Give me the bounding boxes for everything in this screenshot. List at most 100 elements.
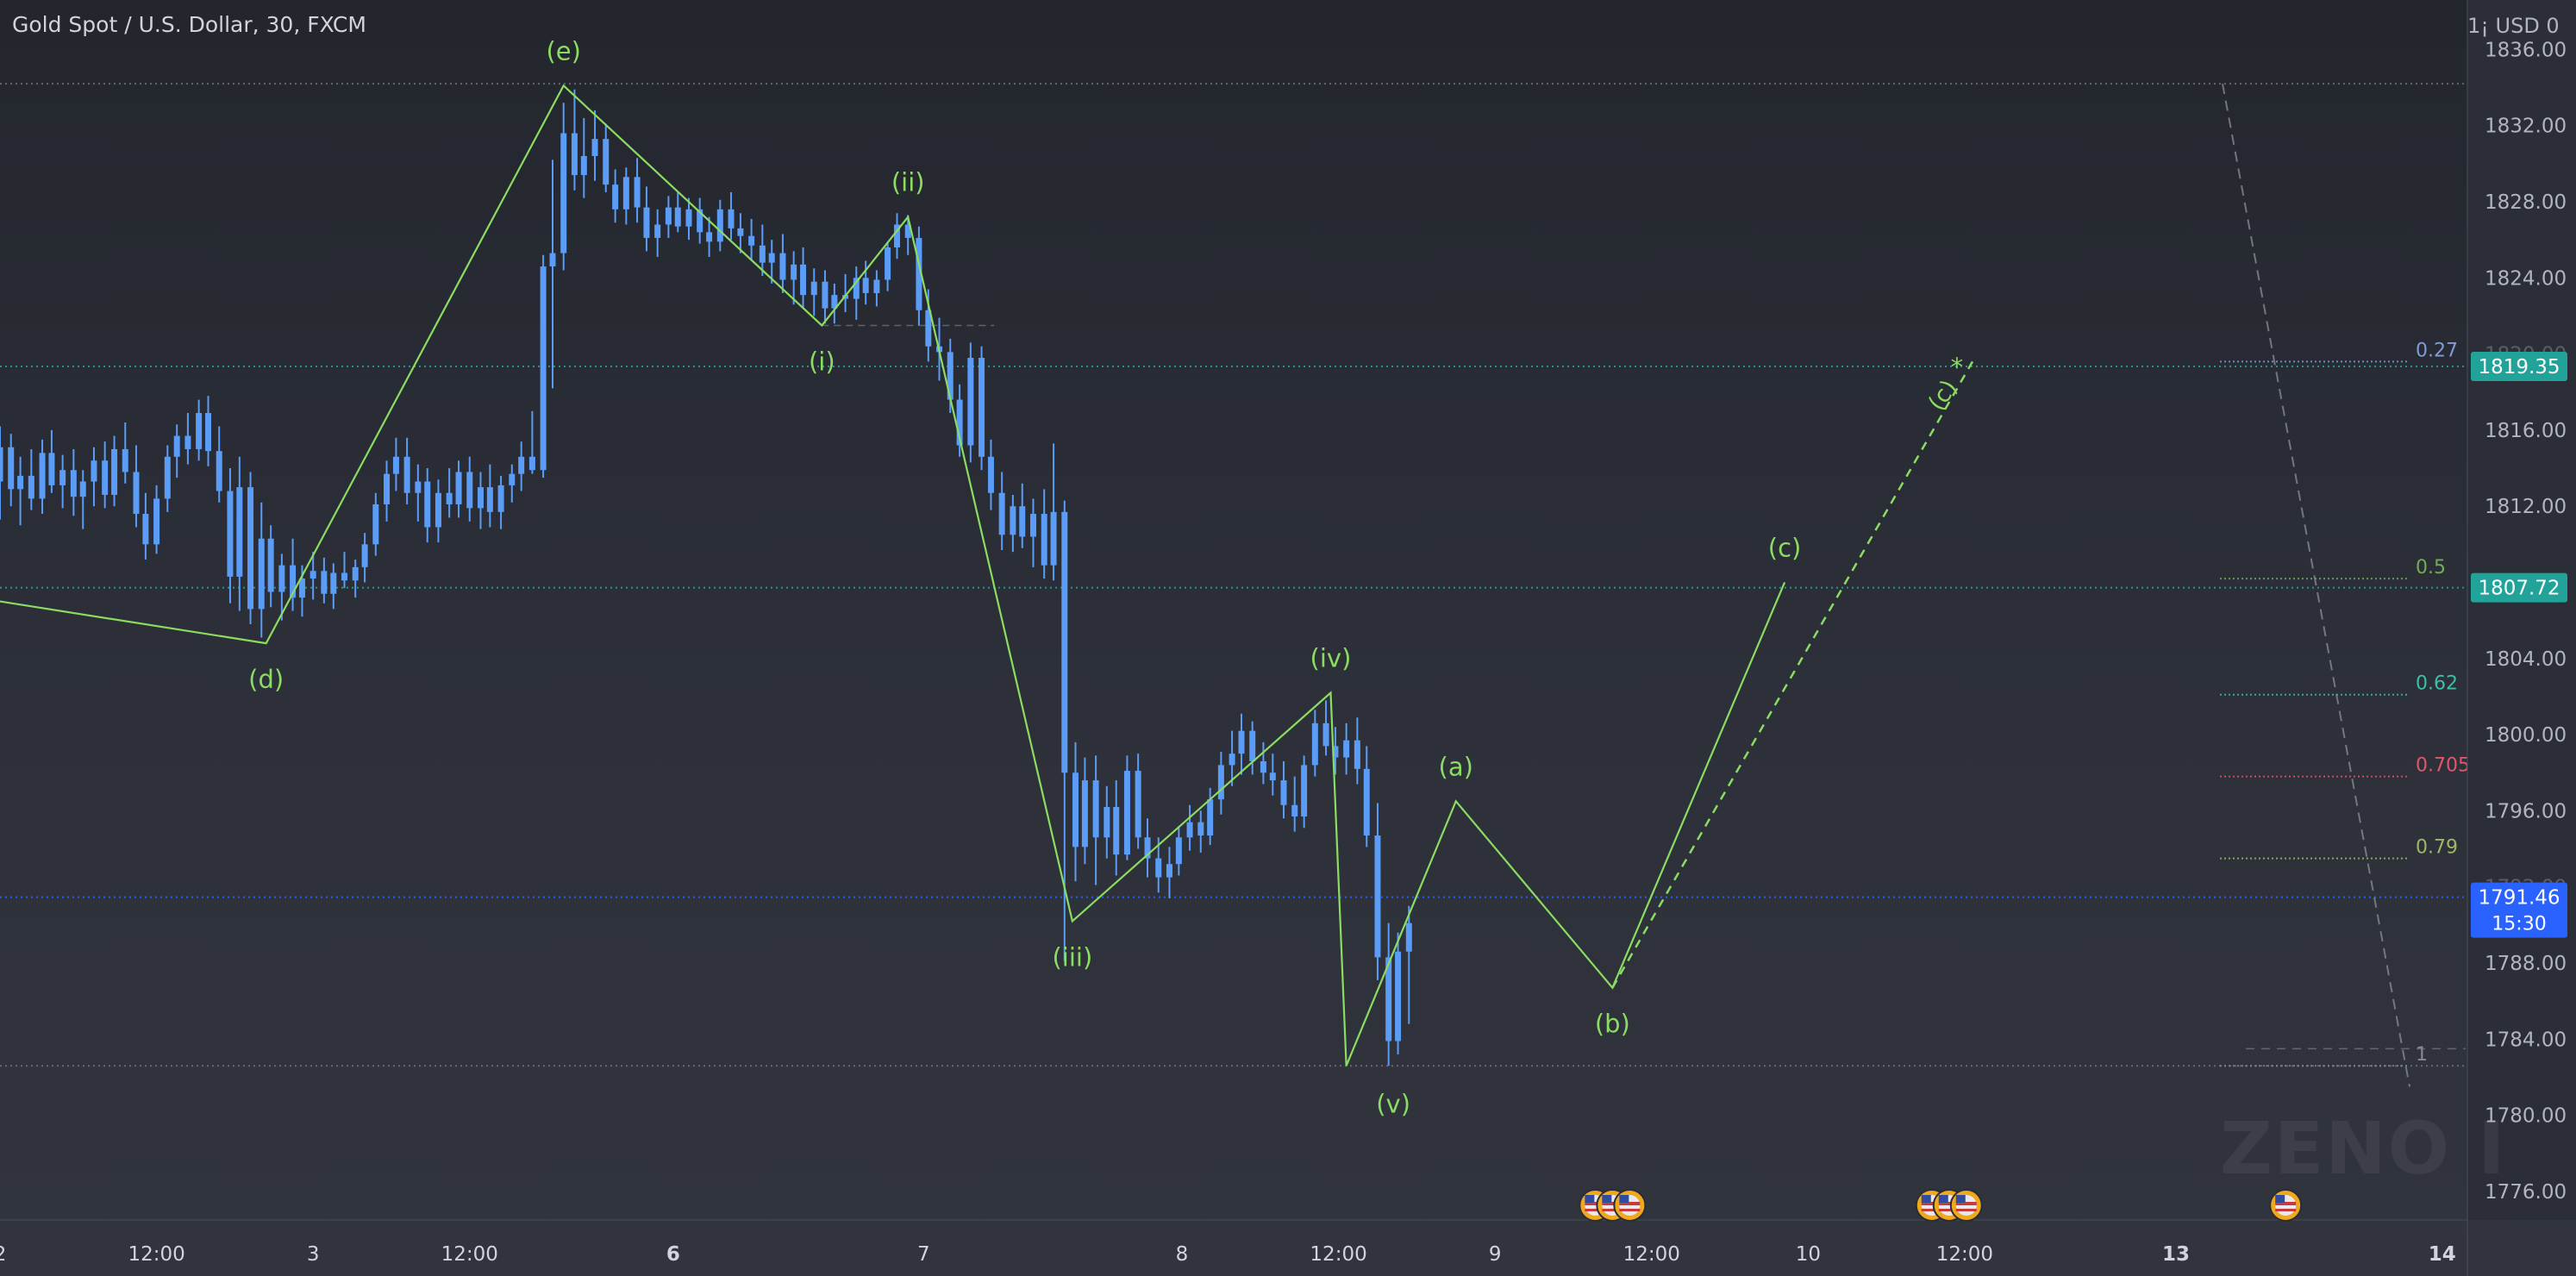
candle-body[interactable]: [164, 456, 171, 499]
candle-body[interactable]: [91, 460, 97, 482]
candle-body[interactable]: [1249, 730, 1256, 761]
projection-line[interactable]: [1611, 360, 1974, 989]
candle-body[interactable]: [424, 481, 431, 528]
candle-body[interactable]: [1322, 722, 1329, 747]
fib-trend-line[interactable]: [2222, 83, 2410, 1087]
candle-body[interactable]: [654, 224, 661, 238]
candle-body[interactable]: [987, 456, 994, 493]
candle-body[interactable]: [1081, 780, 1088, 848]
candle-body[interactable]: [665, 207, 672, 225]
candle-body[interactable]: [591, 139, 598, 157]
candle-body[interactable]: [622, 177, 629, 210]
candle-body[interactable]: [759, 245, 766, 263]
candle-body[interactable]: [1041, 514, 1047, 566]
candle-body[interactable]: [330, 572, 337, 594]
price-tag[interactable]: [2471, 882, 2567, 938]
candle-body[interactable]: [1269, 772, 1276, 781]
candle-body[interactable]: [290, 565, 297, 598]
candle-body[interactable]: [446, 492, 453, 504]
candle-body[interactable]: [634, 177, 641, 208]
candle-body[interactable]: [674, 207, 681, 227]
candle-body[interactable]: [831, 295, 838, 309]
candle-body[interactable]: [748, 235, 755, 246]
candle-body[interactable]: [102, 460, 109, 495]
candle-body[interactable]: [278, 565, 285, 592]
candle-body[interactable]: [1217, 765, 1224, 800]
candle-body[interactable]: [643, 207, 650, 238]
candle-body[interactable]: [1123, 771, 1130, 855]
candle-body[interactable]: [1311, 722, 1318, 766]
candle-body[interactable]: [1072, 772, 1079, 848]
candle-body[interactable]: [28, 475, 34, 499]
candle-body[interactable]: [455, 472, 462, 504]
candle-body[interactable]: [737, 228, 744, 236]
candle-body[interactable]: [0, 447, 3, 482]
candle-body[interactable]: [560, 133, 567, 253]
price-tag[interactable]: [2471, 351, 2567, 381]
candle-body[interactable]: [415, 481, 422, 493]
candle-body[interactable]: [956, 399, 963, 446]
candle-body[interactable]: [1186, 822, 1193, 838]
candle-body[interactable]: [1280, 780, 1287, 805]
candle-body[interactable]: [1010, 506, 1016, 535]
candle-body[interactable]: [477, 487, 484, 509]
candle-body[interactable]: [384, 473, 391, 504]
candle-body[interactable]: [392, 456, 399, 474]
candle-body[interactable]: [580, 156, 587, 176]
candle-body[interactable]: [1291, 804, 1298, 817]
candle-body[interactable]: [925, 310, 932, 347]
candle-body[interactable]: [1332, 746, 1339, 758]
candle-body[interactable]: [1343, 740, 1350, 758]
price-axis[interactable]: [2467, 0, 2576, 1220]
candle-body[interactable]: [603, 139, 610, 185]
price-tag[interactable]: [2471, 572, 2567, 603]
candle-body[interactable]: [810, 281, 817, 296]
currency-label[interactable]: 1¡ USD 0: [2467, 14, 2560, 38]
candle-body[interactable]: [486, 487, 493, 512]
candle-body[interactable]: [267, 538, 274, 592]
candle-body[interactable]: [1019, 506, 1026, 537]
candle-body[interactable]: [8, 447, 15, 490]
candle-body[interactable]: [79, 481, 86, 497]
candle-body[interactable]: [205, 413, 212, 452]
candle-body[interactable]: [466, 472, 473, 509]
candle-body[interactable]: [1175, 837, 1182, 865]
candle-body[interactable]: [372, 504, 379, 545]
candle-body[interactable]: [39, 453, 46, 499]
candle-body[interactable]: [822, 281, 828, 309]
candle-body[interactable]: [612, 185, 619, 210]
candle-body[interactable]: [1395, 951, 1402, 1041]
candle-body[interactable]: [321, 571, 328, 594]
candle-body[interactable]: [716, 209, 723, 242]
candle-body[interactable]: [111, 448, 118, 495]
candle-body[interactable]: [48, 453, 55, 485]
candle-body[interactable]: [685, 209, 692, 227]
candle-body[interactable]: [1405, 923, 1412, 952]
candle-body[interactable]: [1229, 754, 1235, 766]
candle-body[interactable]: [697, 209, 703, 233]
candle-body[interactable]: [59, 470, 66, 485]
candle-body[interactable]: [571, 133, 578, 176]
candle-body[interactable]: [236, 487, 243, 577]
candle-body[interactable]: [1260, 760, 1266, 773]
candle-body[interactable]: [768, 253, 775, 263]
candle-body[interactable]: [133, 472, 140, 515]
candle-body[interactable]: [1113, 806, 1120, 855]
candle-body[interactable]: [862, 278, 869, 293]
candle-body[interactable]: [173, 435, 180, 457]
candle-body[interactable]: [916, 237, 922, 310]
candle-body[interactable]: [216, 451, 222, 491]
candle-body[interactable]: [893, 224, 900, 247]
candle-body[interactable]: [1029, 514, 1036, 537]
candle-body[interactable]: [967, 358, 974, 446]
candle-body[interactable]: [853, 278, 860, 299]
candle-body[interactable]: [227, 491, 234, 577]
candle-body[interactable]: [509, 473, 516, 485]
candle-body[interactable]: [361, 544, 368, 567]
candle-body[interactable]: [979, 358, 985, 457]
candle-body[interactable]: [1104, 806, 1110, 838]
candle-body[interactable]: [70, 470, 77, 497]
candle-body[interactable]: [1238, 730, 1245, 754]
